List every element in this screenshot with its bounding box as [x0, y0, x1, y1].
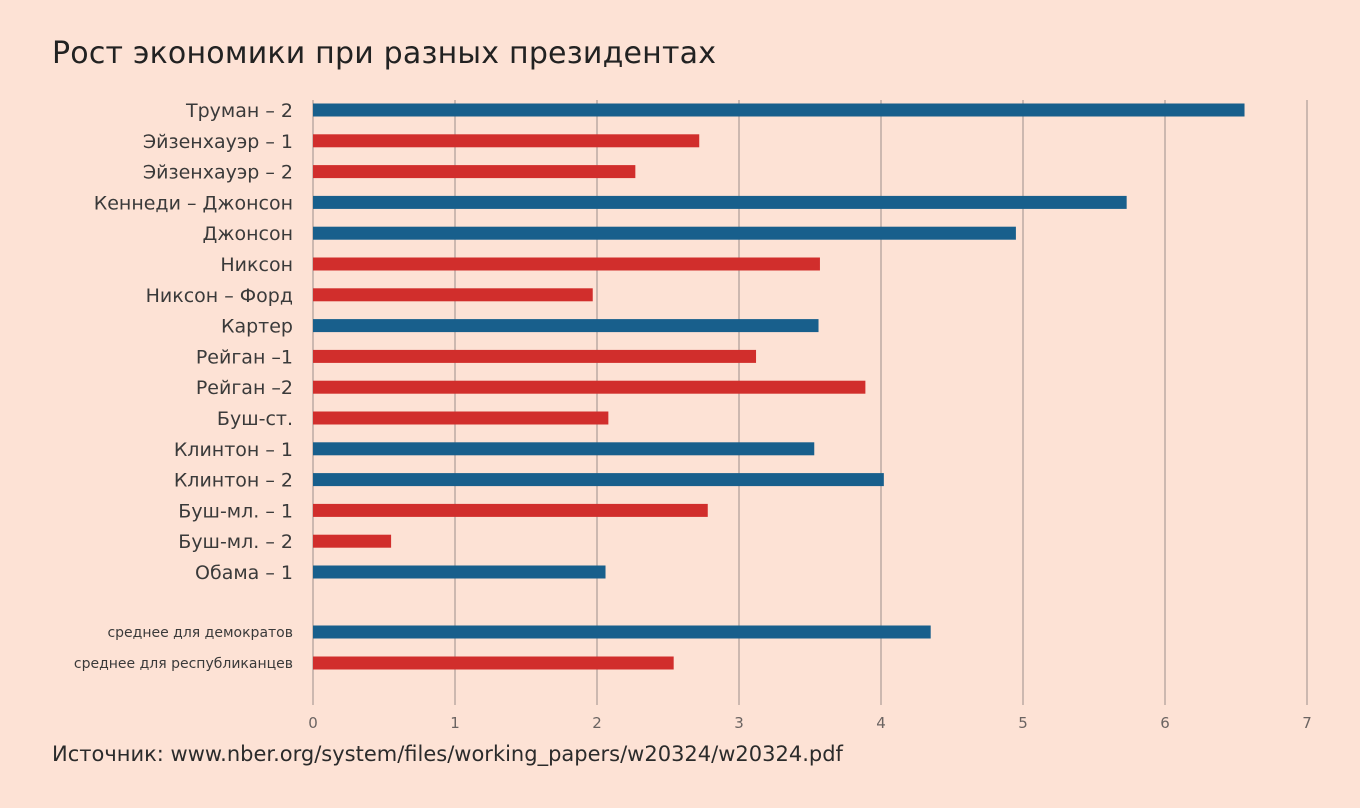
category-label: Никсон – Форд: [146, 285, 293, 307]
category-label: Эйзенхауэр – 2: [143, 162, 293, 184]
average-label: среднее для демократов: [107, 625, 293, 641]
source-note: Источник: www.nber.org/system/files/work…: [52, 742, 843, 766]
bar: [313, 411, 609, 425]
bar: [313, 473, 884, 487]
x-tick-label: 7: [1302, 714, 1312, 732]
category-label: Клинтон – 1: [174, 439, 293, 461]
category-label: Кеннеди – Джонсон: [94, 192, 293, 214]
bar: [313, 380, 866, 394]
category-label: Буш-мл. – 1: [178, 500, 293, 522]
bar: [313, 503, 708, 517]
bar: [313, 134, 700, 148]
bar: [313, 226, 1016, 240]
category-label: Картер: [221, 316, 293, 338]
bar: [313, 534, 392, 548]
bar: [313, 103, 1245, 117]
category-label: Эйзенхауэр – 1: [143, 131, 293, 153]
category-label: Обама – 1: [195, 562, 293, 584]
category-label: Клинтон – 2: [174, 470, 293, 492]
average-label: среднее для республиканцев: [74, 656, 293, 672]
category-label: Никсон: [220, 254, 293, 276]
bar: [313, 319, 819, 333]
bar: [313, 442, 815, 456]
bar: [313, 288, 593, 302]
x-tick-label: 3: [734, 714, 744, 732]
x-tick-label: 1: [450, 714, 460, 732]
category-labels: Труман – 2 Эйзенхауэр – 1 Эйзенхауэр – 2 Ке…: [74, 100, 293, 672]
category-label: Рейган –2: [196, 377, 293, 399]
x-tick-label: 2: [592, 714, 602, 732]
x-tick-label: 4: [876, 714, 886, 732]
bar: [313, 349, 757, 363]
x-tick-label: 6: [1160, 714, 1170, 732]
x-tick-label: 0: [308, 714, 318, 732]
grid-lines: [312, 100, 1308, 705]
category-label: Буш-мл. – 2: [178, 531, 293, 553]
category-label: Рейган –1: [196, 346, 293, 368]
bar: [313, 257, 820, 271]
bars: [313, 103, 1245, 670]
bar: [313, 195, 1127, 209]
category-label: Джонсон: [202, 223, 293, 245]
x-tick-labels: 0 1 2 3 4 5 6 7: [308, 714, 1312, 732]
category-label: Буш-ст.: [217, 408, 293, 430]
category-label: Труман – 2: [185, 100, 293, 122]
average-bar: [313, 656, 674, 670]
x-tick-label: 5: [1018, 714, 1028, 732]
average-bar: [313, 625, 931, 639]
bar: [313, 165, 636, 179]
chart-title: Рост экономики при разных президентах: [52, 36, 717, 71]
bar: [313, 565, 606, 579]
